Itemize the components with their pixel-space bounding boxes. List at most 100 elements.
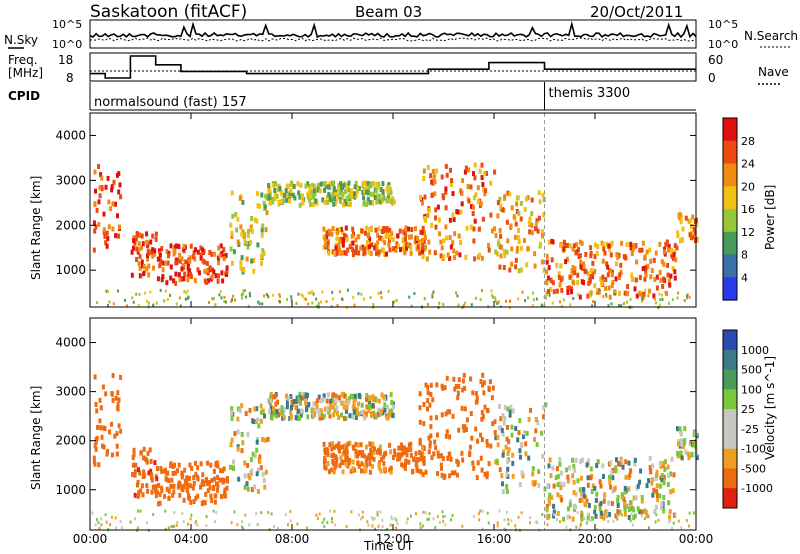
velocity-ground-cell [507,522,510,526]
velocity-cell [556,510,560,516]
velocity-cell [602,474,605,479]
velocity-cell [257,423,261,429]
velocity-cell [354,415,358,420]
velocity-cell [603,492,607,498]
power-ytick-label: 2000 [55,218,86,232]
velocity-cell [346,457,350,463]
power-cell [114,201,117,207]
velocity-cell [654,504,658,510]
power-cell [678,212,682,217]
power-cell [640,247,644,253]
power-cell [130,272,134,278]
power-cell [381,237,385,243]
power-cell [646,263,650,269]
velocity-cell [486,442,490,448]
power-cell [142,263,146,269]
velocity-cell [258,459,262,464]
power-cell [442,195,446,201]
velocity-cell [95,408,99,414]
velocity-ground-cell [260,511,263,515]
power-cell [692,226,696,232]
velocity-cell [382,460,386,466]
power-cell [140,233,144,239]
power-ground-cell [602,294,605,298]
power-cell [230,230,234,236]
velocity-cell [662,508,666,514]
power-cell [510,246,514,252]
velocity-cell [371,394,375,400]
velocity-cell [609,484,613,490]
velocity-cell [364,411,368,417]
velocity-cell [259,403,263,409]
velocity-cell [218,477,222,483]
velocity-ground-cell [580,510,583,514]
power-cell [655,274,659,280]
power-cell [328,181,332,187]
velocity-cell [501,413,505,419]
power-cell [106,175,110,181]
velocity-ground-cell [105,520,108,524]
power-cell [152,265,155,271]
power-cell [430,222,434,228]
noise-left-tick-top: 10^5 [52,18,82,31]
velocity-ground-cell [578,526,581,530]
power-ground-cell [320,300,322,304]
velocity-cell [290,414,293,420]
velocity-cell [255,471,259,477]
power-cell [312,183,316,189]
power-cell [596,244,600,250]
power-cell [552,289,556,295]
velocity-cell [285,404,289,410]
power-cell [446,252,450,258]
velocity-cell [562,516,566,522]
power-cell [568,285,571,291]
power-cell [481,182,485,187]
power-cell [328,196,332,202]
velocity-cell [421,445,424,451]
power-cell [299,182,303,188]
power-cell [508,267,512,273]
velocity-cell [460,450,464,456]
power-cell [523,206,527,212]
power-cell [161,260,165,266]
velocity-cell [692,432,696,437]
velocity-cell [206,488,210,494]
power-cell [265,210,269,216]
velocity-cell [614,467,618,473]
power-ground-cell [496,301,499,305]
power-ground-cell [517,297,520,301]
velocity-cell [138,470,142,476]
velocity-ground-cell [657,518,660,522]
velocity-cell [560,497,564,503]
power-cell [110,187,114,193]
velocity-cell [342,404,346,410]
velocity-ground-cell [146,521,148,525]
power-cell [338,190,342,196]
power-ground-cell [363,297,366,301]
power-cell [449,167,452,173]
velocity-ground-cell [426,517,429,521]
power-ground-cell [117,289,119,293]
velocity-cell [525,431,529,436]
power-cell [247,228,250,234]
power-cell [427,207,431,213]
velocity-cell [335,443,339,449]
velocity-cell [598,506,602,512]
velocity-cell [602,498,606,504]
power-cell [117,189,121,195]
velocity-scatter [91,318,699,532]
velocity-cell [370,454,374,460]
power-cell [177,244,181,249]
velocity-cell [607,500,611,506]
power-cell [540,229,544,235]
velocity-cell [116,390,120,396]
velocity-ground-cell [360,517,362,521]
velocity-cell [332,412,336,418]
power-ground-cell [551,301,554,305]
power-cell [253,217,257,223]
power-cell [140,259,144,265]
velocity-cell [618,509,622,515]
power-cell [225,265,229,271]
power-cell [222,256,226,262]
power-ground-cell [261,302,264,306]
